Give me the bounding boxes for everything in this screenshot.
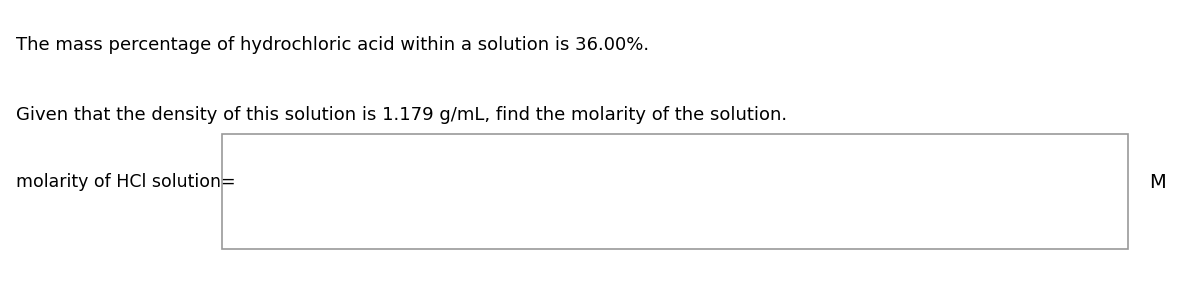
Bar (222, 134, 1128, 249)
Text: molarity of HCl solution=: molarity of HCl solution= (16, 173, 235, 192)
Text: Given that the density of this solution is 1.179 g/mL, find the molarity of the : Given that the density of this solution … (16, 106, 787, 124)
Text: The mass percentage of hydrochloric acid within a solution is 36.00%.: The mass percentage of hydrochloric acid… (16, 36, 649, 54)
Text: M: M (1150, 173, 1166, 192)
